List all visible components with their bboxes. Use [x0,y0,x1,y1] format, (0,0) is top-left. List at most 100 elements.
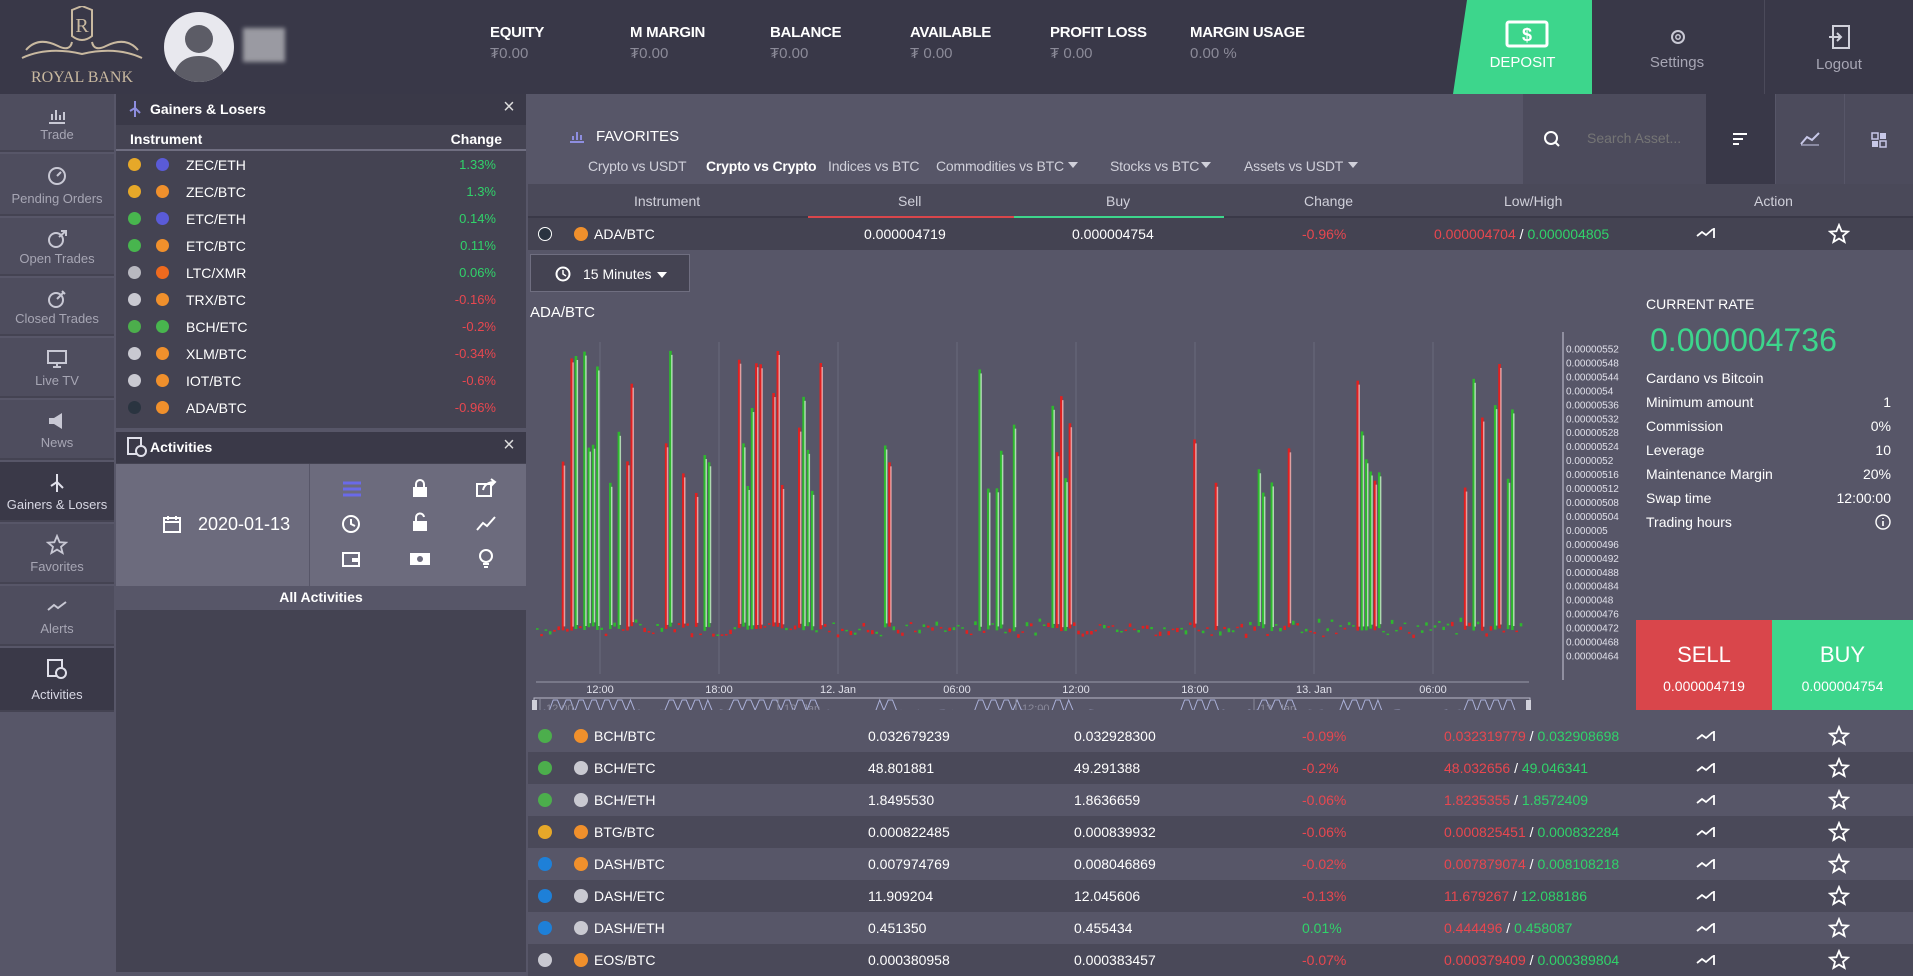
candle [1150,627,1153,630]
coin-icon [156,158,169,171]
star-icon[interactable] [1828,789,1850,811]
nav-closed-trades[interactable]: Closed Trades [0,278,114,336]
candle [660,627,664,632]
candle [871,630,874,635]
interval-dropdown[interactable]: 15 Minutes [530,254,690,292]
money-icon[interactable] [409,552,431,566]
alert-line-icon[interactable] [1696,793,1716,807]
alert-line-icon[interactable] [1696,953,1716,967]
list-item[interactable]: ZEC/ETH 1.33% [116,151,526,178]
nav-alerts[interactable]: Alerts [0,586,114,646]
instrument-name: ETC/ETH [186,211,246,227]
nav-pending-orders[interactable]: Pending Orders [0,154,114,216]
royal-bank-logo[interactable]: R ROYAL BANK [18,4,146,88]
svg-text:ROYAL BANK: ROYAL BANK [31,69,134,86]
search-input[interactable] [1587,126,1697,150]
star-icon[interactable] [1828,853,1850,875]
user-avatar[interactable] [164,12,234,82]
list-item[interactable]: IOT/BTC -0.6% [116,367,526,394]
alert-line-icon[interactable] [1696,857,1716,871]
candle [995,488,999,631]
star-icon[interactable] [1828,757,1850,779]
star-icon[interactable] [1828,725,1850,747]
nav-label: Gainers & Losers [6,497,108,512]
list-item[interactable]: ETC/ETH 0.14% [116,205,526,232]
candle-highlight [744,447,746,623]
sort-button[interactable] [1706,94,1775,184]
candle [1240,623,1244,628]
coin-icon [538,857,552,871]
line-chart-icon[interactable] [475,514,497,532]
alert-line-icon[interactable] [1696,226,1716,240]
candle [1326,628,1329,632]
tab-crypto-vs-usdt[interactable]: Crypto vs USDT [588,158,687,174]
lock-icon[interactable] [411,478,429,498]
star-icon[interactable] [1828,949,1850,971]
navigator-handle-left[interactable] [532,700,537,710]
nav-activities[interactable]: Activities [0,648,114,712]
clock-icon[interactable] [341,514,361,534]
table-row[interactable]: BCH/ETC 48.801881 49.291388 -0.2% 48.032… [528,752,1913,784]
grid-view-button[interactable] [1845,94,1913,184]
settings-button[interactable]: Settings [1592,0,1762,94]
activity-date-picker[interactable]: 2020-01-13 [116,464,310,586]
all-activities-link[interactable]: All Activities [116,586,526,610]
nav-gainers-losers[interactable]: Gainers & Losers [0,462,114,522]
candle-highlight [1014,428,1017,628]
list-item[interactable]: TRX/BTC -0.16% [116,286,526,313]
candle [609,482,612,630]
chart-view-button[interactable] [1776,94,1844,184]
alert-line-icon[interactable] [1696,729,1716,743]
nav-news[interactable]: News [0,400,114,460]
nav-open-trades[interactable]: Open Trades [0,218,114,276]
table-row[interactable]: EOS/BTC 0.000380958 0.000383457 -0.07% 0… [528,944,1913,976]
star-icon[interactable] [1828,885,1850,907]
list-item[interactable]: ZEC/BTC 1.3% [116,178,526,205]
candle [1055,452,1059,629]
navigator-handle-right[interactable] [1526,700,1531,710]
share-icon[interactable] [475,478,497,498]
nav-favorites[interactable]: Favorites [0,524,114,584]
table-row[interactable]: DASH/ETC 11.909204 12.045606 -0.13% 11.6… [528,880,1913,912]
list-item[interactable]: ETC/BTC 0.11% [116,232,526,259]
tab-commodities-vs-btc[interactable]: Commodities vs BTC [936,158,1064,174]
table-row[interactable]: DASH/BTC 0.007974769 0.008046869 -0.02% … [528,848,1913,880]
table-row[interactable]: BTG/BTC 0.000822485 0.000839932 -0.06% 0… [528,816,1913,848]
table-row[interactable]: BCH/BTC 0.032679239 0.032928300 -0.09% 0… [528,720,1913,752]
star-icon[interactable] [1828,223,1850,245]
alert-line-icon[interactable] [1696,761,1716,775]
list-item[interactable]: XLM/BTC -0.34% [116,340,526,367]
table-row[interactable]: DASH/ETH 0.451350 0.455434 0.01% 0.44449… [528,912,1913,944]
coin-icon [574,953,588,967]
alert-line-icon[interactable] [1696,921,1716,935]
tab-stocks-vs-btc[interactable]: Stocks vs BTC [1110,158,1200,174]
table-row-selected[interactable]: ADA/BTC 0.000004719 0.000004754 -0.96% 0… [528,218,1913,250]
list-item[interactable]: BCH/ETC -0.2% [116,313,526,340]
table-row[interactable]: BCH/ETH 1.8495530 1.8636659 -0.06% 1.823… [528,784,1913,816]
nav-trade[interactable]: Trade [0,94,114,152]
list-item[interactable]: ADA/BTC -0.96% [116,394,526,421]
wallet-icon[interactable] [341,550,361,568]
lightbulb-icon[interactable] [477,548,495,570]
tab-crypto-vs-crypto[interactable]: Crypto vs Crypto [706,158,817,174]
list-item[interactable]: LTC/XMR 0.06% [116,259,526,286]
list-icon[interactable] [341,480,363,498]
alert-line-icon[interactable] [1696,825,1716,839]
sell-button[interactable]: SELL 0.000004719 [1636,620,1772,710]
logout-button[interactable]: Logout [1764,0,1913,94]
buy-button[interactable]: BUY 0.000004754 [1772,620,1913,710]
star-icon[interactable] [1828,821,1850,843]
info-icon[interactable] [1875,514,1891,530]
nav-live-tv[interactable]: Live TV [0,338,114,398]
candle-highlight [576,359,579,626]
deposit-button[interactable]: $ DEPOSIT [1453,0,1592,94]
candle [656,623,659,627]
unlock-icon[interactable] [411,512,429,532]
star-icon[interactable] [1828,917,1850,939]
close-icon[interactable]: × [503,434,515,456]
candle [1270,482,1274,632]
alert-line-icon[interactable] [1696,889,1716,903]
tab-indices-vs-btc[interactable]: Indices vs BTC [828,158,920,174]
close-icon[interactable]: × [503,96,515,118]
tab-assets-vs-usdt[interactable]: Assets vs USDT [1244,158,1344,174]
